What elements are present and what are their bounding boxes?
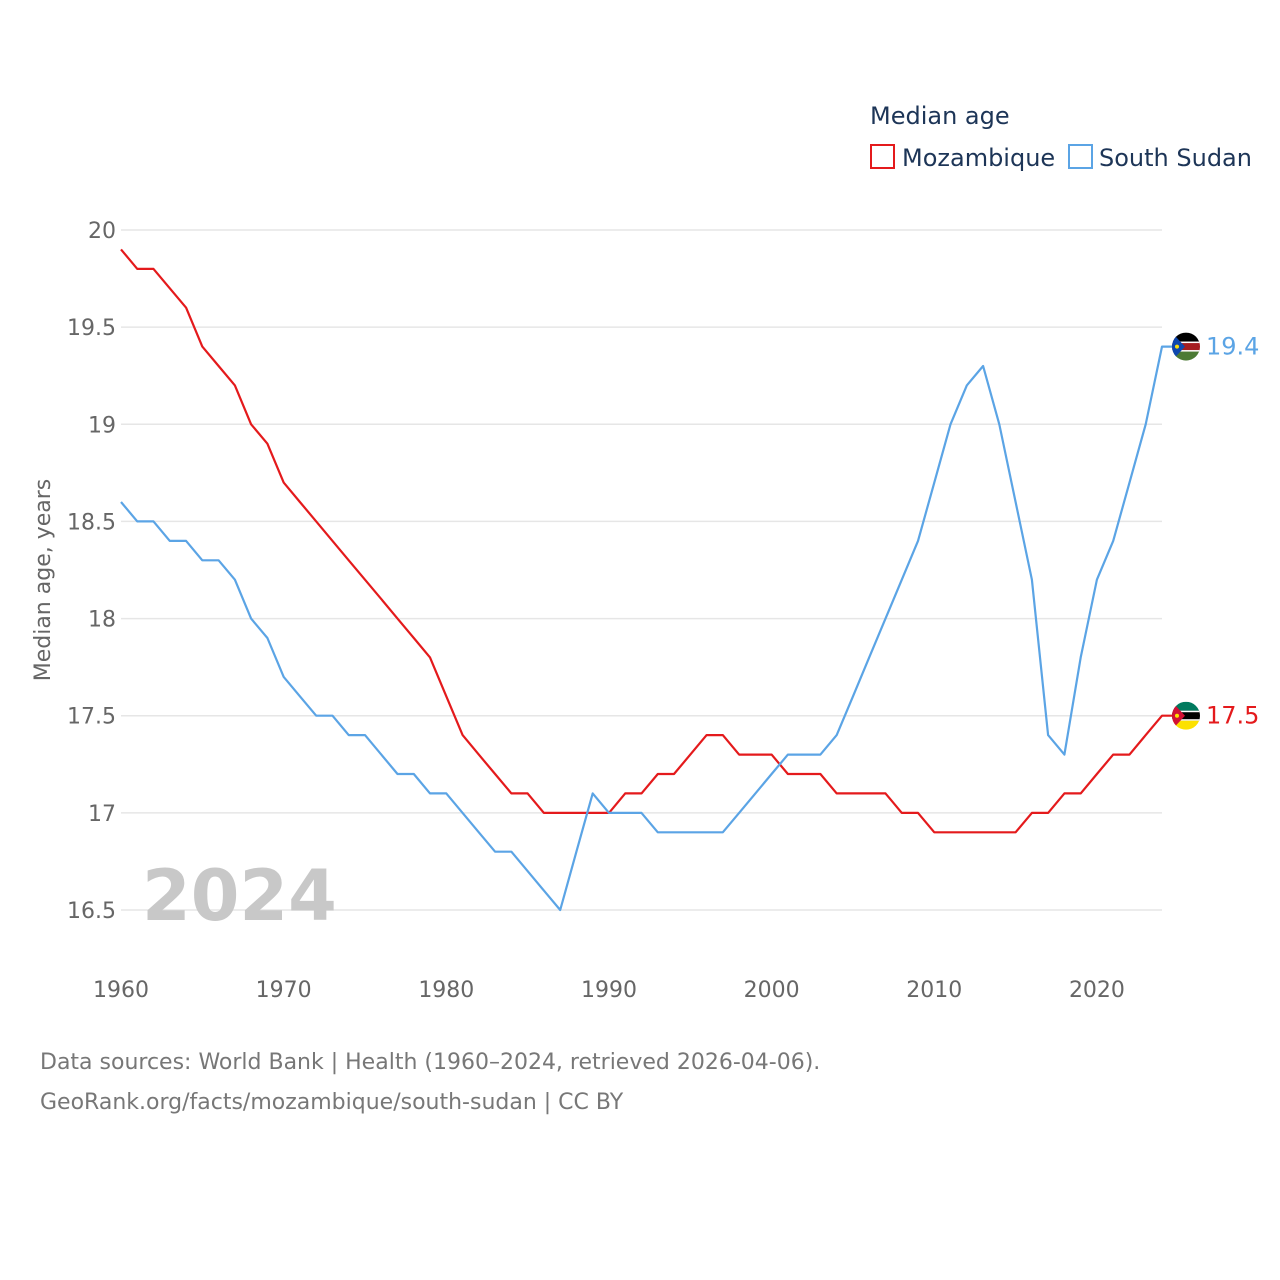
x-tick-label: 1960: [93, 978, 149, 1003]
series-line-mozambique: [120, 248, 1172, 834]
series-line-south-sudan: [120, 345, 1172, 912]
y-axis-ticks: 16.5 17 17.5 18 18.5 19 19.5 20: [67, 219, 116, 924]
x-tick-label: 1970: [256, 978, 312, 1003]
y-tick-label: 17: [88, 802, 116, 827]
x-tick-label: 1990: [581, 978, 637, 1003]
end-value-label-mozambique: 17.5: [1206, 702, 1259, 730]
legend-label-south-sudan: South Sudan: [1099, 144, 1252, 172]
y-tick-label: 16.5: [67, 899, 116, 924]
y-tick-label: 17.5: [67, 705, 116, 730]
legend-swatch-south-sudan: [1068, 144, 1093, 169]
y-tick-label: 19: [88, 413, 116, 438]
y-tick-label: 18.5: [67, 510, 116, 535]
gridlines: [121, 229, 1162, 911]
source-note: Data sources: World Bank | Health (1960–…: [40, 1043, 820, 1123]
series-end-markers: 17.5 19.4: [1172, 332, 1259, 730]
x-axis-ticks: 1960 1970 1980 1990 2000 2010 2020: [93, 978, 1125, 1003]
flag-icon-south-sudan: [1172, 332, 1200, 361]
legend-item-mozambique[interactable]: Mozambique: [870, 144, 1055, 172]
y-tick-label: 18: [88, 608, 116, 633]
end-value-label-south-sudan: 19.4: [1206, 333, 1259, 361]
x-tick-label: 2020: [1069, 978, 1125, 1003]
legend-item-south-sudan[interactable]: South Sudan: [1068, 144, 1252, 172]
flag-icon-mozambique: [1172, 701, 1200, 730]
source-line-link[interactable]: GeoRank.org/facts/mozambique/south-sudan…: [40, 1090, 624, 1115]
x-tick-label: 2010: [906, 978, 962, 1003]
y-axis-label: Median age, years: [31, 479, 56, 682]
legend-swatch-mozambique: [870, 144, 895, 169]
x-tick-label: 2000: [744, 978, 800, 1003]
series-lines: [120, 248, 1172, 912]
line-chart: 16.5 17 17.5 18 18.5 19 19.5 20 1960 1970 1980 199…: [31, 102, 1259, 1003]
legend: Median age Mozambique South Sudan: [870, 102, 1252, 172]
legend-title: Median age: [870, 102, 1010, 130]
x-tick-label: 1980: [418, 978, 474, 1003]
source-line-data: Data sources: World Bank | Health (1960–…: [40, 1050, 821, 1075]
legend-label-mozambique: Mozambique: [902, 144, 1055, 172]
y-tick-label: 20: [88, 219, 116, 244]
year-label: 2024: [142, 855, 337, 937]
y-tick-label: 19.5: [67, 316, 116, 341]
